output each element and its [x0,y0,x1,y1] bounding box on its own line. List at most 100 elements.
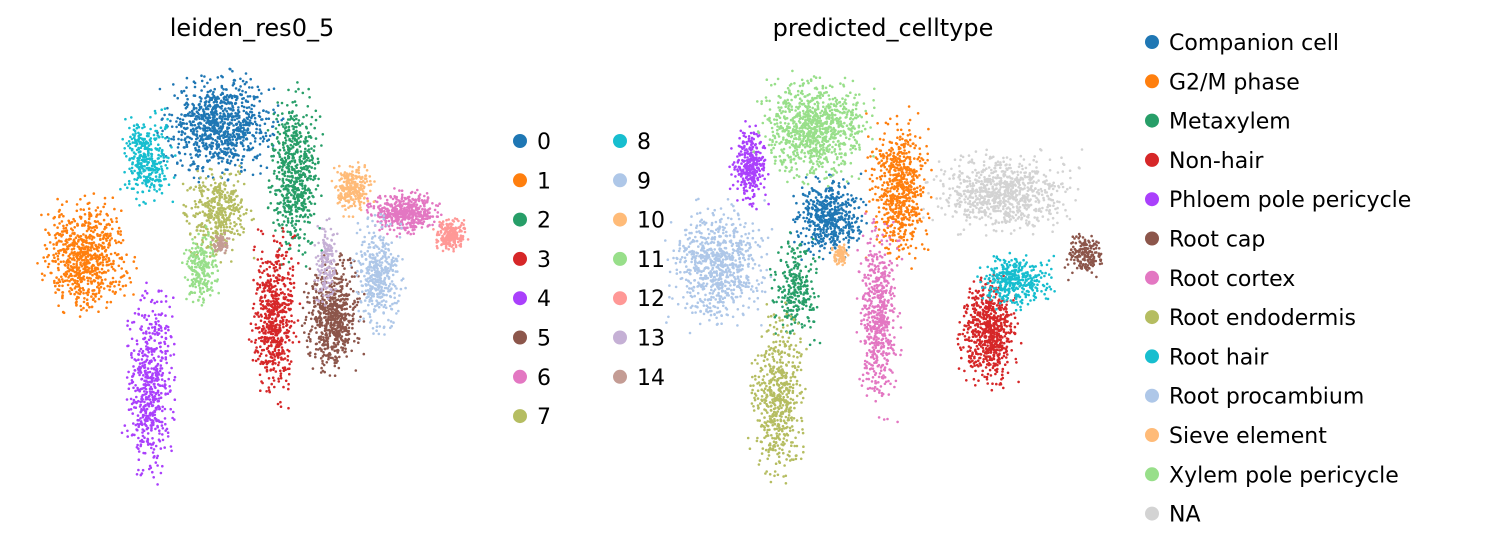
scatter-point [92,236,96,239]
scatter-point [196,225,199,229]
scatter-point [232,81,235,85]
scatter-point [210,227,213,230]
scatter-point [348,257,352,260]
scatter-point [231,106,235,109]
scatter-point [333,324,336,327]
scatter-point [276,313,279,317]
scatter-point [230,231,233,235]
scatter-point [176,96,179,100]
scatter-point [274,301,277,305]
scatter-point [202,108,205,111]
scatter-point [272,313,275,316]
scatter-point [107,257,110,260]
scatter-point [78,287,82,290]
scatter-point [244,212,248,215]
scatter-point [313,202,317,206]
scatter-point [146,443,150,446]
scatter-point [295,215,298,218]
scatter-point [76,295,79,299]
scatter-point [297,169,301,173]
scatter-point [48,241,52,244]
scatter-point [71,267,75,270]
scatter-point [233,78,236,82]
scatter-point [206,205,210,209]
scatter-point [292,127,295,131]
scatter-point [231,135,234,139]
scatter-point [180,91,184,94]
scatter-point [233,163,237,167]
scatter-point [130,402,134,406]
scatter-point [57,262,60,266]
scatter-point [70,248,74,251]
scatter-point [219,129,223,133]
scatter-point [426,196,430,200]
scatter-point [224,95,228,99]
scatter-point [53,279,56,283]
scatter-point [290,216,294,220]
scatter-point [273,355,277,358]
scatter-point [282,230,285,233]
scatter-point [301,253,305,256]
scatter-point [139,410,143,413]
scatter-point [233,118,237,122]
scatter-point [208,255,212,258]
scatter-point [89,242,93,245]
scatter-point [71,243,75,247]
scatter-point [279,189,282,193]
scatter-point [272,149,276,152]
scatter-point [227,137,231,141]
scatter-point [85,291,88,295]
scatter-point [85,298,89,302]
scatter-point [235,229,239,232]
scatter-point [412,232,416,235]
scatter-point [234,173,238,177]
scatter-point [316,302,320,306]
scatter-point [423,194,426,198]
scatter-point [274,319,278,322]
scatter-point [160,289,163,293]
scatter-point [147,350,150,354]
scatter-point [136,422,139,426]
scatter-point [278,148,282,152]
scatter-point [129,281,133,284]
scatter-point [266,300,270,303]
scatter-point [88,267,91,270]
scatter-point [184,140,188,144]
scatter-point [262,109,265,112]
scatter-point [82,233,85,236]
scatter-point [298,206,301,210]
scatter-point [170,113,174,117]
scatter-point [132,372,135,376]
scatter-point [278,241,282,245]
scatter-point [282,146,285,149]
scatter-point [242,139,245,142]
scatter-point [246,95,250,98]
scatter-point [197,145,201,148]
scatter-point [79,198,82,201]
scatter-point [340,338,343,341]
scatter-point [223,187,227,191]
scatter-point [229,133,232,137]
scatter-point [163,113,166,117]
scatter-point [87,235,91,239]
scatter-point [133,255,137,259]
scatter-point [164,300,168,303]
scatter-point [91,289,94,292]
scatter-point [144,373,148,376]
scatter-point [244,99,248,102]
scatter-point [283,163,286,167]
scatter-point [230,94,234,98]
scatter-point [261,324,265,328]
scatter-point [153,379,157,382]
scatter-point [164,337,168,341]
scatter-point [139,443,143,446]
scatter-point [192,106,196,109]
scatter-point [190,206,194,210]
scatter-point [268,265,272,269]
scatter-point [82,288,85,292]
scatter-point [102,236,105,239]
scatter-point [303,321,307,325]
scatter-point [128,276,131,280]
scatter-point [230,260,233,263]
scatter-point [231,227,234,231]
